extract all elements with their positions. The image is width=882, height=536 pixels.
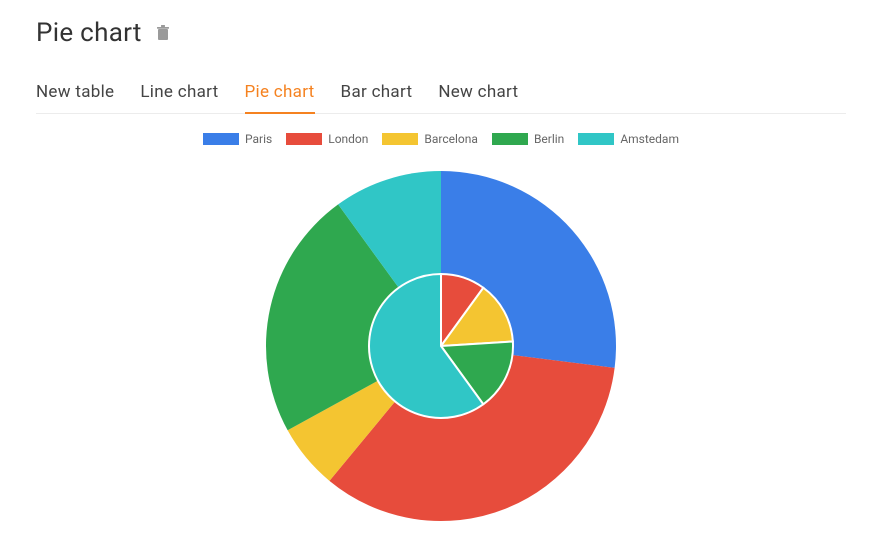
legend-swatch [286,133,322,145]
legend-item-barcelona[interactable]: Barcelona [382,132,478,146]
tab-line-chart[interactable]: Line chart [140,76,218,114]
legend-label: Amstedam [620,132,679,146]
page-title: Pie chart [36,18,142,48]
legend-item-berlin[interactable]: Berlin [492,132,564,146]
legend-label: London [328,132,368,146]
title-row: Pie chart [36,18,846,48]
tab-new-table[interactable]: New table [36,76,114,114]
page-root: Pie chart New table Line chart Pie chart… [0,0,882,536]
legend-swatch [382,133,418,145]
tab-new-chart[interactable]: New chart [438,76,518,114]
legend-swatch [203,133,239,145]
legend-label: Barcelona [424,132,478,146]
legend-swatch [578,133,614,145]
legend-item-london[interactable]: London [286,132,368,146]
trash-icon[interactable] [156,25,170,41]
legend-swatch [492,133,528,145]
tab-bar-chart[interactable]: Bar chart [341,76,413,114]
legend-label: Berlin [534,132,564,146]
legend-label: Paris [245,132,272,146]
tab-pie-chart[interactable]: Pie chart [245,76,315,114]
tabs: New table Line chart Pie chart Bar chart… [36,76,846,114]
legend-item-paris[interactable]: Paris [203,132,272,146]
chart-container [36,156,846,536]
legend-item-amstedam[interactable]: Amstedam [578,132,679,146]
legend: Paris London Barcelona Berlin Amstedam [36,132,846,146]
pie-chart-svg [251,156,631,536]
